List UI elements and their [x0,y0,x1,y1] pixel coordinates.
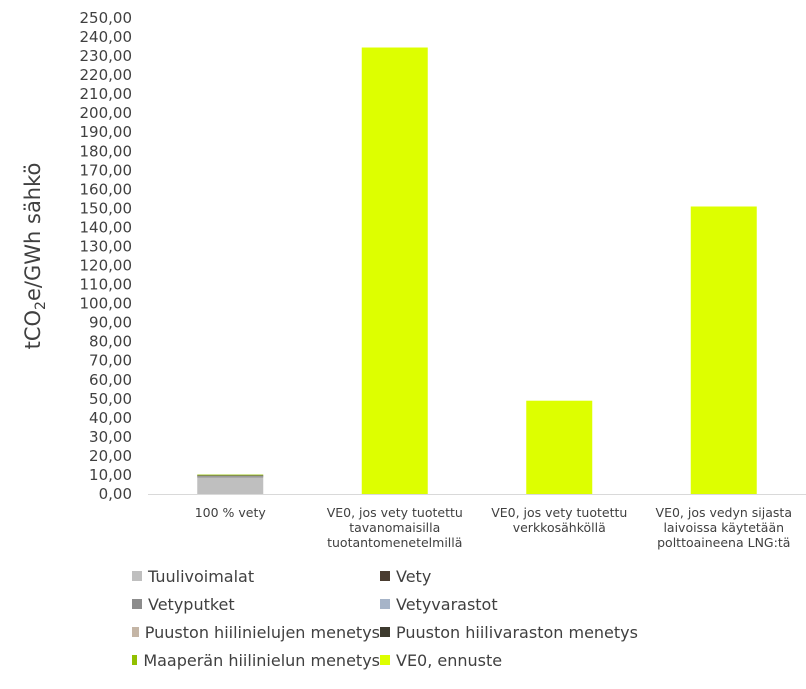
legend-swatch [380,599,390,609]
legend-label: Vety [396,566,432,586]
bars [197,47,757,495]
legend-item: Maaperän hiilinielun menetys [132,650,380,670]
legend-swatch [132,627,139,637]
legend-label: Vetyvarastot [396,594,498,614]
legend-label: Puuston hiilinielujen menetys [144,622,380,642]
chart-svg: tCO2e/GWh sähkö 0,0010,0020,0030,0040,00… [21,9,806,550]
y-tick-label: 110,00 [80,276,133,294]
legend-label: Maaperän hiilinielun menetys [143,650,380,670]
y-tick-label: 120,00 [80,257,133,275]
y-tick-label: 40,00 [89,409,132,427]
legend-item: VE0, ennuste [380,650,680,670]
legend-label: Vetyputket [148,594,235,614]
bar-segment [361,47,428,495]
y-tick-label: 20,00 [89,447,132,465]
y-tick-label: 190,00 [80,123,133,141]
legend-label: VE0, ennuste [396,650,503,670]
legend-swatch [380,627,390,637]
y-tick-label: 50,00 [89,390,132,408]
y-tick-label: 180,00 [80,142,133,160]
y-tick-label: 70,00 [89,352,132,370]
legend-swatch [380,571,390,581]
y-tick-label: 250,00 [80,9,133,27]
legend-item: Vety [380,566,680,586]
y-tick-label: 100,00 [80,295,133,313]
y-tick-label: 80,00 [89,333,132,351]
x-axis-labels: 100 % vety VE0, jos vety tuotettu tavanoma… [195,505,792,550]
legend: Tuulivoimalat Vety Vetyputket Vetyvarastot P… [132,566,772,670]
legend-swatch [380,655,390,665]
bar-segment [197,474,264,476]
legend-swatch [132,655,138,665]
bar-segment [690,206,757,494]
y-tick-label: 140,00 [80,218,133,236]
y-tick-label: 220,00 [80,66,133,84]
y-tick-label: 90,00 [89,314,132,332]
y-tick-label: 170,00 [80,161,133,179]
bar-segment [197,475,264,477]
x-tick-label: VE0, jos vedyn sijasta laivoissa käytetää… [656,505,792,550]
legend-item: Vetyputket [132,594,380,614]
bar-segment [197,475,264,476]
legend-label: Tuulivoimalat [148,566,255,586]
y-tick-label: 200,00 [80,104,133,122]
x-tick-label: VE0, jos vety tuotettu tavanomaisilla tuot… [327,505,463,550]
y-tick-label: 10,00 [89,466,132,484]
legend-item: Puuston hiilivaraston menetys [380,622,680,642]
bar-segment [526,400,593,494]
legend-item: Puuston hiilinielujen menetys [132,622,380,642]
legend-swatch [132,571,142,581]
y-tick-label: 130,00 [80,237,133,255]
legend-swatch [132,599,142,609]
bar-segment [197,476,264,478]
y-tick-label: 160,00 [80,180,133,198]
legend-item: Tuulivoimalat [132,566,380,586]
x-tick-label: VE0, jos vety tuotettu verkkosähköllä [491,505,627,535]
legend-label: Puuston hiilivaraston menetys [396,622,638,642]
y-axis-label: tCO2e/GWh sähkö [21,163,49,350]
bar-segment [197,476,264,494]
y-tick-label: 30,00 [89,428,132,446]
y-tick-label: 60,00 [89,371,132,389]
y-tick-label: 150,00 [80,199,133,217]
y-tick-label: 240,00 [80,28,133,46]
y-tick-label: 0,00 [99,485,132,503]
y-tick-label: 210,00 [80,85,133,103]
legend-item: Vetyvarastot [380,594,680,614]
x-tick-label: 100 % vety [195,505,267,520]
y-axis-ticks: 0,0010,0020,0030,0040,0050,0060,0070,008… [80,9,133,503]
y-tick-label: 230,00 [80,47,133,65]
